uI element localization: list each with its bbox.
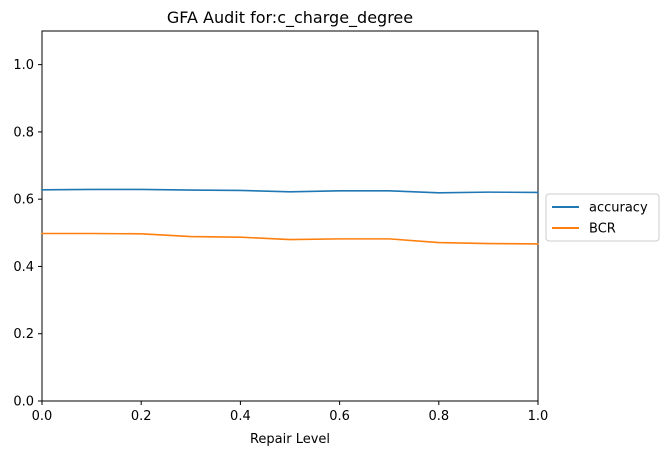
y-axis-ticks: 0.0 0.2 0.4 0.6 0.8 1.0 bbox=[13, 58, 42, 410]
y-tick-label: 0.6 bbox=[13, 193, 34, 208]
y-tick-label: 0.4 bbox=[13, 260, 34, 275]
x-tick-label: 1.0 bbox=[528, 409, 549, 424]
chart-title: GFA Audit for:c_charge_degree bbox=[167, 8, 413, 28]
legend-label-bcr: BCR bbox=[589, 222, 616, 237]
legend-box bbox=[545, 193, 660, 242]
legend-label-accuracy: accuracy bbox=[589, 201, 648, 216]
x-tick-label: 0.6 bbox=[329, 409, 350, 424]
x-axis-label: Repair Level bbox=[250, 432, 330, 447]
x-tick-label: 0.4 bbox=[230, 409, 251, 424]
y-tick-label: 0.0 bbox=[13, 395, 34, 410]
plot-frame bbox=[41, 30, 539, 402]
y-tick-label: 0.8 bbox=[13, 125, 34, 140]
series-lines bbox=[41, 188, 539, 245]
x-axis-ticks: 0.0 0.2 0.4 0.6 0.8 1.0 bbox=[32, 401, 549, 424]
plot-area bbox=[41, 30, 539, 402]
x-tick-label: 0.0 bbox=[32, 409, 53, 424]
y-tick-label: 0.2 bbox=[13, 327, 34, 342]
x-tick-label: 0.8 bbox=[428, 409, 449, 424]
x-tick-label: 0.2 bbox=[131, 409, 152, 424]
series-line-bcr bbox=[41, 232, 539, 245]
y-tick-label: 1.0 bbox=[13, 58, 34, 73]
legend: accuracy BCR bbox=[545, 193, 660, 242]
series-line-accuracy bbox=[41, 188, 539, 194]
